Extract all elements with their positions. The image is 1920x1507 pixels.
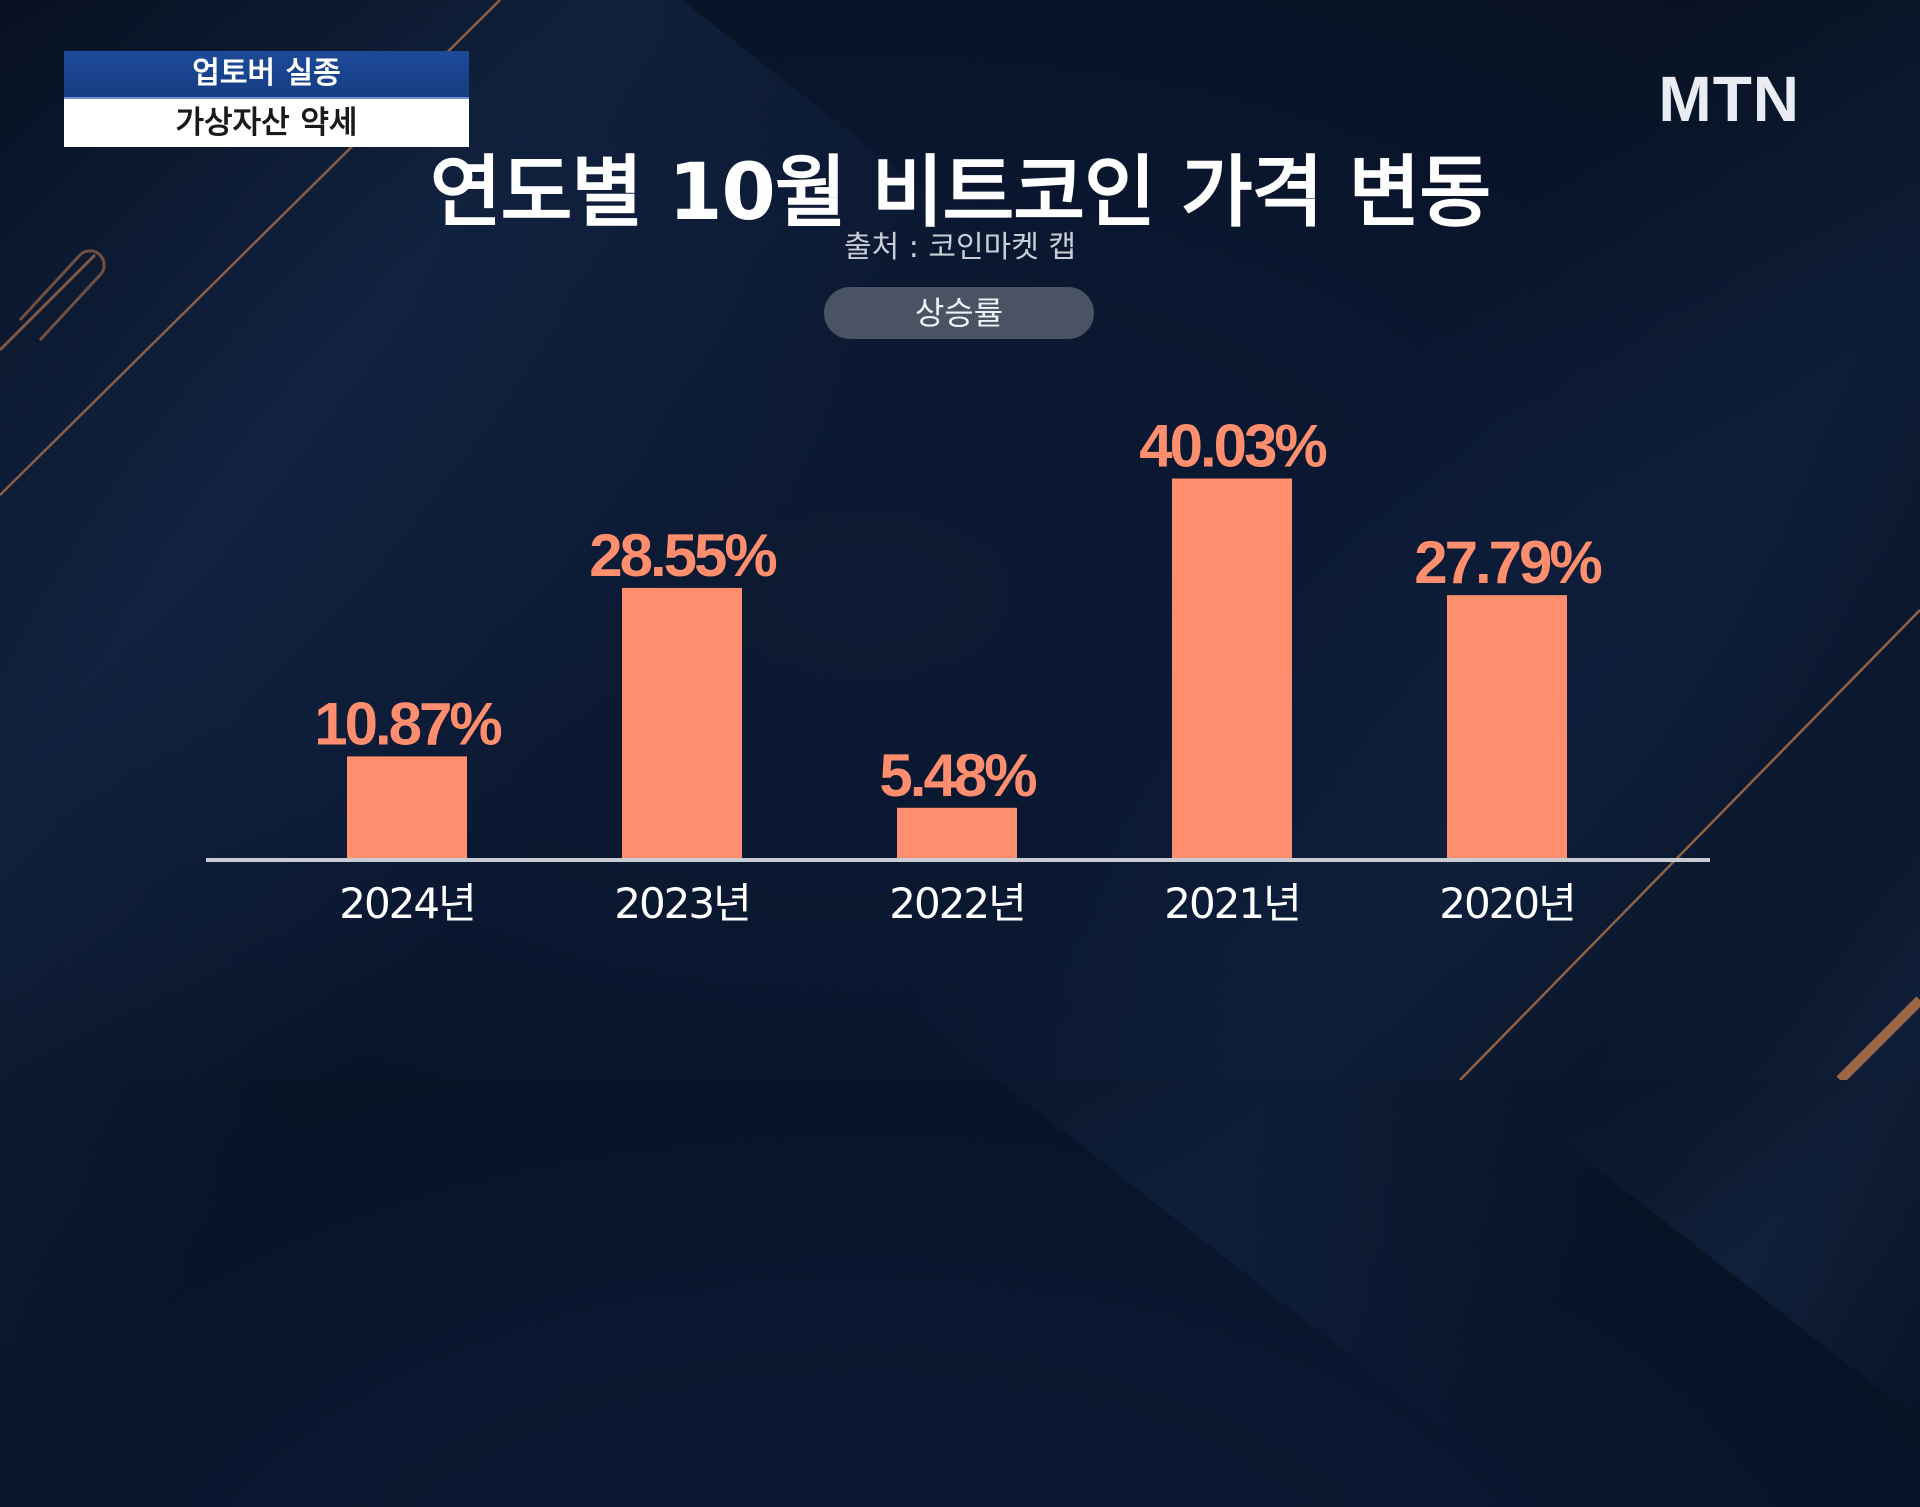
value-label: 5.48%	[879, 742, 1036, 809]
bar-chart: 10.87% 2024년 28.55% 2023년 5.48% 2022년 40.03% 20…	[206, 412, 1710, 928]
value-label: 28.55%	[589, 522, 776, 589]
category-label: 2023년	[614, 879, 750, 928]
bar-2023년	[622, 587, 742, 860]
category-label: 2024년	[339, 879, 475, 928]
category-label: 2021년	[1164, 879, 1300, 928]
bar-2022년	[897, 807, 1017, 860]
broadcaster-logo: MTN	[1658, 63, 1800, 135]
decor-line	[1836, 996, 1920, 1080]
metric-pill: 상승률	[824, 287, 1094, 339]
category-label: 2022년	[889, 879, 1025, 928]
chart-source: 출처 : 코인마켓 캡	[844, 230, 1076, 265]
bar-2024년	[347, 756, 467, 860]
decor-hook	[18, 249, 106, 342]
value-label: 27.79%	[1414, 529, 1601, 596]
decor-line	[1459, 609, 1920, 1080]
bar-2020년	[1447, 595, 1567, 860]
value-label: 10.87%	[314, 690, 501, 757]
label-group: 10.87% 2024년 28.55% 2023년 5.48% 2022년 40.03% 20…	[314, 413, 1604, 928]
news-caption: 업토버 실종 가상자산 약세	[64, 51, 469, 147]
caption-headline: 업토버 실종	[64, 51, 469, 99]
bar-2021년	[1172, 478, 1292, 860]
caption-subheadline: 가상자산 약세	[64, 99, 469, 147]
value-label: 40.03%	[1139, 413, 1326, 480]
bar-group	[347, 478, 1567, 860]
decor-line	[0, 253, 97, 352]
category-label: 2020년	[1439, 879, 1575, 928]
chart-title: 연도별 10월 비트코인 가격 변동	[429, 148, 1491, 238]
